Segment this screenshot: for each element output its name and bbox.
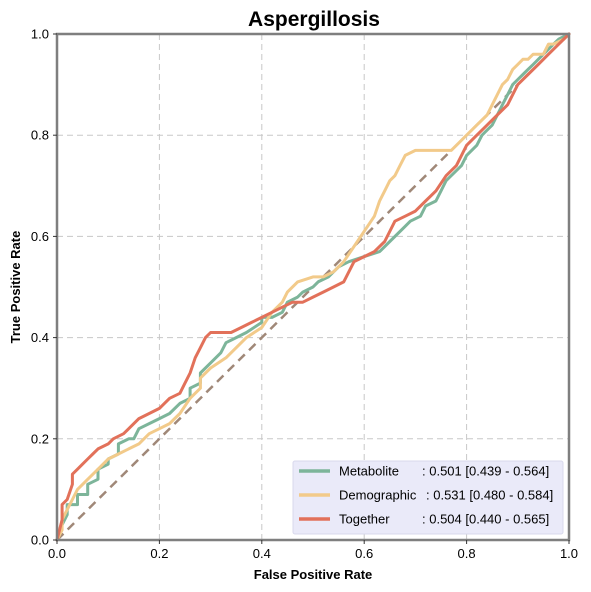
x-tick-label: 1.0	[560, 546, 578, 561]
x-axis-label: False Positive Rate	[254, 567, 373, 582]
plot-frame	[55, 32, 571, 542]
y-tick-label: 1.0	[31, 27, 49, 42]
legend-name-demographic: Demographic	[339, 488, 417, 503]
y-tick-label: 0.4	[31, 330, 49, 345]
series-layer	[55, 32, 571, 542]
chart-title: Aspergillosis	[248, 8, 380, 31]
series-line-together	[55, 32, 571, 542]
x-tick-label: 0.4	[253, 546, 271, 561]
legend-auc-metabolite: : 0.501 [0.439 - 0.564]	[422, 464, 549, 479]
legend-box	[292, 460, 564, 535]
legend-auc-together: : 0.504 [0.440 - 0.565]	[422, 512, 549, 527]
y-axis-label: True Positive Rate	[8, 231, 23, 344]
series-line-demographic	[55, 32, 571, 542]
legend-auc-demographic: : 0.531 [0.480 - 0.584]	[426, 488, 553, 503]
y-tick-label: 0.0	[31, 533, 49, 548]
ticks: 0.0 0.2 0.4 0.6 0.8 1.0 0.0 0.2 0.4 0.6 0.8 1.0	[31, 27, 578, 562]
y-tick-label: 0.2	[31, 431, 49, 446]
x-tick-label: 0.2	[150, 546, 168, 561]
y-tick-label: 0.8	[31, 128, 49, 143]
legend: Metabolite : 0.501 [0.439 - 0.564] Demogra…	[292, 460, 564, 535]
legend-name-together: Together	[339, 512, 390, 527]
x-tick-label: 0.0	[48, 546, 66, 561]
y-tick-label: 0.6	[31, 229, 49, 244]
x-tick-label: 0.6	[355, 546, 373, 561]
legend-name-metabolite: Metabolite	[339, 464, 399, 479]
x-tick-label: 0.8	[458, 546, 476, 561]
